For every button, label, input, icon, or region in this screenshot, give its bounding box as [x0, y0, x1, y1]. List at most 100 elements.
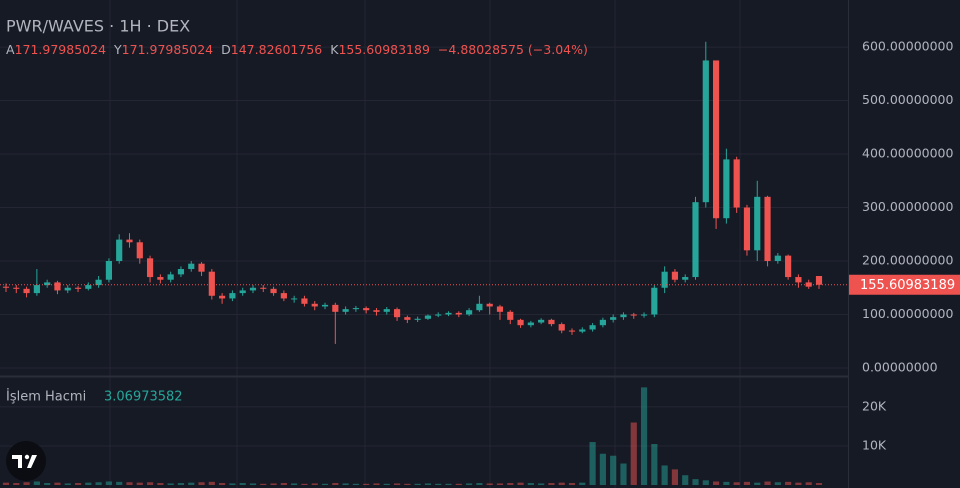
chart-title: PWR/WAVES · 1H · DEX [6, 17, 190, 36]
volume-bar [280, 483, 287, 485]
candle-body [260, 287, 267, 289]
ohlc-legend: A171.97985024 Y171.97985024 D147.82601756 K… [6, 42, 588, 57]
candle-body [682, 277, 689, 280]
volume-bar [64, 483, 71, 485]
volume-bar [795, 482, 802, 485]
volume-bar [342, 483, 349, 485]
candle-body [496, 306, 504, 312]
volume-bar [249, 483, 257, 485]
volume-bar [44, 483, 51, 485]
candle-body [167, 274, 174, 280]
candle-body [785, 255, 792, 278]
candle-body [352, 308, 359, 310]
volume-bar [517, 482, 524, 485]
volume-bar [54, 482, 61, 485]
volume-bar [157, 483, 164, 485]
volume-bar [311, 483, 318, 485]
volume-bar [270, 483, 277, 485]
volume-bar [352, 483, 359, 485]
legend-value: 171.97985024 [122, 42, 214, 57]
candle-body [229, 293, 236, 299]
volume-bar [455, 483, 462, 485]
volume-bar [579, 482, 586, 485]
candle-body [332, 304, 339, 312]
candle-body [146, 258, 154, 278]
volume-bar [599, 453, 606, 485]
candle-body [805, 282, 812, 287]
candle-body [723, 159, 730, 219]
volume-bar [815, 483, 823, 485]
candle-body [291, 298, 298, 300]
candle-body [445, 312, 452, 315]
y-tick-label: 100.00000000 [862, 306, 954, 321]
legend-value: 147.82601756 [231, 42, 323, 57]
volume-bar [785, 481, 792, 485]
candle-body [85, 285, 92, 289]
candle-body [280, 293, 287, 299]
candle-body [33, 285, 40, 294]
candle-body [527, 322, 534, 326]
volume-bar [188, 482, 195, 485]
candle-body [105, 261, 112, 280]
volume-bar [136, 482, 143, 485]
volume-bar [568, 483, 576, 485]
candle-body [558, 324, 565, 331]
candle-body [126, 239, 133, 243]
candle-body [435, 314, 442, 316]
candle-body [2, 286, 10, 288]
volume-bar [146, 482, 154, 485]
volume-value: 3.06973582 [104, 390, 183, 405]
volume-bar [661, 465, 668, 485]
candle-body [54, 282, 61, 291]
volume-bar [85, 482, 92, 485]
candle-body [64, 287, 71, 291]
volume-bar [74, 483, 82, 485]
candle-body [671, 271, 679, 280]
volume-bar [95, 482, 102, 485]
volume-bar [702, 480, 709, 485]
candle-body [239, 290, 246, 294]
plot: 0.00000000 100.00000000 200.00000000 300.00… [0, 39, 960, 485]
volume-bar [589, 442, 596, 485]
volume-bar [445, 483, 452, 485]
volume-bar [219, 483, 226, 485]
candle-body [208, 271, 215, 296]
candle-body [599, 319, 606, 326]
volume-bar [754, 482, 761, 485]
volume-bar [743, 481, 751, 485]
candle-body [249, 287, 257, 291]
candle-body [95, 279, 102, 286]
candle-body [198, 263, 205, 272]
candle-body [13, 287, 20, 289]
candle-body [363, 308, 370, 311]
candle-body [301, 298, 308, 304]
candle-body [754, 196, 761, 251]
candle-body [661, 271, 668, 288]
volume-bar [301, 483, 308, 485]
volume-bar [126, 482, 133, 485]
volume-bar [774, 482, 781, 485]
legend-key: K [330, 42, 339, 57]
volume-bar [260, 483, 267, 485]
last-price-tag [849, 274, 960, 295]
legend-value: 155.60983189 [338, 42, 430, 57]
volume-bar [208, 481, 215, 485]
candle-body [116, 239, 123, 262]
candle-body [774, 255, 781, 262]
candle-body [219, 295, 226, 299]
legend-key: D [221, 42, 231, 57]
volume-bar [229, 483, 236, 485]
volume-bar [558, 482, 565, 485]
candle-body [651, 287, 658, 315]
legend-key: A [6, 42, 15, 57]
candle-body [321, 304, 329, 307]
candle-body [157, 277, 164, 280]
volume-bar [764, 481, 771, 485]
candle-body [74, 287, 82, 289]
candle-body [373, 310, 380, 312]
volume-bar [630, 422, 637, 485]
volume-bar [373, 483, 380, 485]
volume-bar [383, 483, 390, 485]
